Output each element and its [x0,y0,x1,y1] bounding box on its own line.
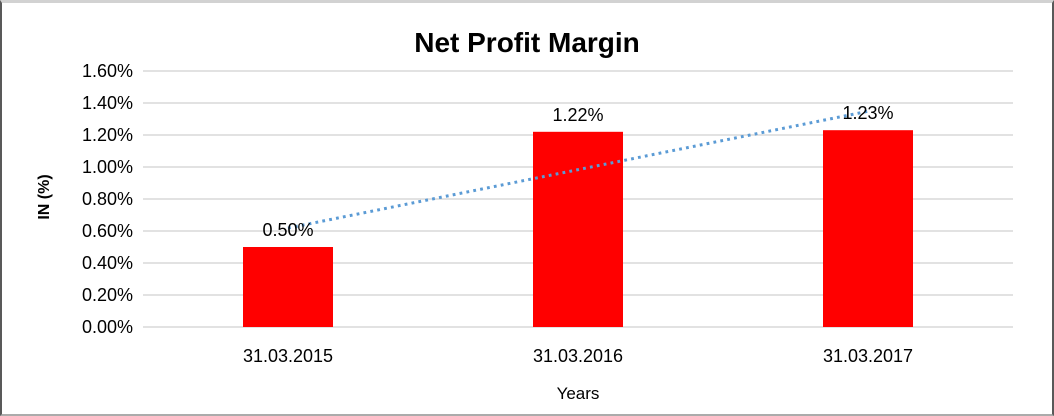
y-tick-label: 1.00% [82,157,133,177]
x-tick-label: 31.03.2016 [533,346,623,366]
bar-value-label: 0.50% [262,220,313,240]
y-tick-label: 0.80% [82,189,133,209]
bar [823,130,913,327]
trendline [287,109,869,230]
bar-value-label: 1.22% [552,105,603,125]
chart-title: Net Profit Margin [414,27,640,58]
y-axis-title: IN (%) [36,174,53,219]
y-tick-label: 0.00% [82,317,133,337]
y-axis-tick-labels: 0.00% 0.20% 0.40% 0.60% 0.80% 1.00% 1.20% 1.40%… [82,61,133,337]
bar-value-label: 1.23% [842,103,893,123]
y-tick-label: 1.20% [82,125,133,145]
y-tick-label: 1.40% [82,93,133,113]
trendline-group [287,109,869,230]
x-axis-title: Years [557,384,600,403]
x-tick-label: 31.03.2015 [243,346,333,366]
y-tick-label: 0.40% [82,253,133,273]
net-profit-margin-chart: 0.00% 0.20% 0.40% 0.60% 0.80% 1.00% 1.20% 1.40%… [36,27,1013,403]
x-tick-label: 31.03.2017 [823,346,913,366]
x-axis-tick-labels: 31.03.2015 31.03.2016 31.03.2017 [243,346,913,366]
bar [243,247,333,327]
bar-value-labels: 0.50% 1.22% 1.23% [262,103,893,240]
bar [533,131,623,327]
bars-group [243,130,913,327]
y-tick-label: 0.60% [82,221,133,241]
y-tick-label: 1.60% [82,61,133,81]
y-tick-label: 0.20% [82,285,133,305]
